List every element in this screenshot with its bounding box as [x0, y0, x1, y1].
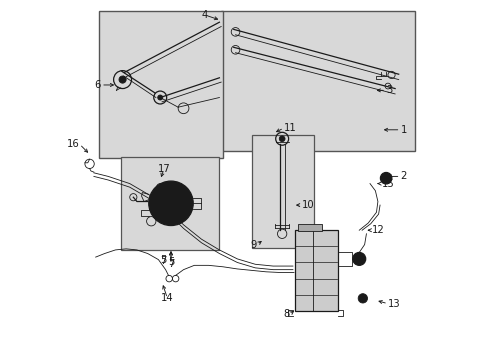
Bar [221, 12, 414, 151]
Text: 1: 1 [400, 125, 406, 135]
Bar [298, 224, 321, 231]
Circle shape [160, 193, 182, 214]
Bar [251, 135, 314, 248]
Circle shape [279, 136, 285, 141]
Text: 16: 16 [67, 139, 80, 149]
Text: 14: 14 [161, 293, 173, 303]
Text: 7: 7 [160, 256, 167, 266]
Circle shape [167, 200, 174, 207]
Text: 10: 10 [301, 200, 314, 210]
Circle shape [158, 95, 163, 100]
Text: 2: 2 [400, 171, 406, 181]
Circle shape [119, 76, 126, 83]
Text: 3: 3 [386, 85, 391, 95]
Text: 9: 9 [250, 239, 257, 249]
Text: 5: 5 [160, 255, 167, 265]
Circle shape [383, 176, 388, 181]
Bar [121, 157, 219, 250]
Circle shape [352, 252, 365, 265]
Circle shape [360, 296, 364, 301]
Text: 11: 11 [284, 123, 296, 133]
Text: 5: 5 [167, 257, 174, 267]
Text: 15: 15 [381, 179, 393, 189]
Bar [99, 12, 223, 158]
Text: 12: 12 [371, 225, 384, 235]
Text: 13: 13 [387, 299, 400, 309]
Text: 7: 7 [167, 259, 174, 269]
Text: 4: 4 [202, 10, 208, 20]
Text: 8: 8 [283, 310, 289, 319]
Bar [294, 230, 337, 311]
Text: 6: 6 [95, 80, 101, 90]
Circle shape [357, 294, 367, 303]
Text: 17: 17 [157, 164, 170, 174]
Circle shape [148, 181, 193, 226]
Circle shape [380, 172, 391, 184]
